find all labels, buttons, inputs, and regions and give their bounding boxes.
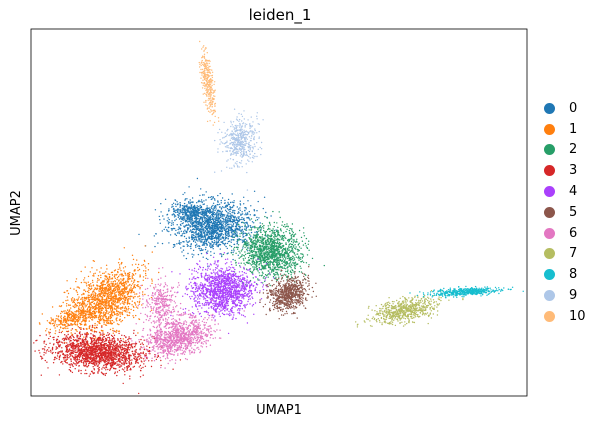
legend-label: 9 (569, 288, 578, 304)
legend-marker (544, 310, 555, 322)
cluster-10-points (198, 40, 220, 126)
legend-label: 0 (569, 100, 578, 116)
legend-label: 8 (569, 267, 578, 283)
cluster-9-points (214, 108, 264, 191)
x-axis-label: UMAP1 (256, 403, 302, 418)
legend-item-4: 4 (540, 181, 586, 202)
legend-item-9: 9 (540, 285, 586, 306)
legend-item-8: 8 (540, 264, 586, 285)
cluster-4-points (170, 252, 275, 335)
legend-label: 1 (569, 121, 578, 137)
legend-marker (544, 186, 555, 198)
legend-marker (544, 144, 555, 156)
legend: 0 1 2 3 4 5 6 7 8 9 10 (540, 98, 586, 327)
legend-marker (544, 123, 555, 135)
legend-item-1: 1 (540, 119, 586, 140)
chart-title: leiden_1 (249, 6, 312, 25)
legend-item-6: 6 (540, 223, 586, 244)
legend-item-5: 5 (540, 202, 586, 223)
cluster-7-points (355, 290, 464, 328)
legend-label: 5 (569, 204, 578, 220)
cluster-points (33, 40, 524, 395)
legend-marker (544, 269, 555, 281)
cluster-0-points (138, 177, 277, 267)
legend-item-10: 10 (540, 306, 586, 327)
legend-label: 10 (569, 308, 586, 324)
legend-label: 3 (569, 163, 578, 179)
legend-item-3: 3 (540, 160, 586, 181)
cluster-6-points (130, 267, 245, 369)
legend-label: 7 (569, 246, 578, 262)
legend-label: 4 (569, 184, 578, 200)
legend-label: 2 (569, 142, 578, 158)
cluster-1-points (38, 245, 161, 361)
legend-item-7: 7 (540, 244, 586, 265)
cluster-5-points (259, 266, 317, 320)
legend-item-0: 0 (540, 98, 586, 119)
legend-marker (544, 248, 555, 260)
legend-marker (544, 227, 555, 239)
legend-marker (544, 165, 555, 177)
cluster-2-points (222, 210, 325, 287)
legend-marker (544, 290, 555, 302)
legend-marker (544, 206, 555, 218)
legend-item-2: 2 (540, 140, 586, 161)
legend-marker (544, 102, 555, 114)
legend-label: 6 (569, 225, 578, 241)
cluster-8-points (409, 285, 524, 299)
cluster-3-points (33, 324, 182, 395)
y-axis-label: UMAP2 (9, 190, 24, 236)
